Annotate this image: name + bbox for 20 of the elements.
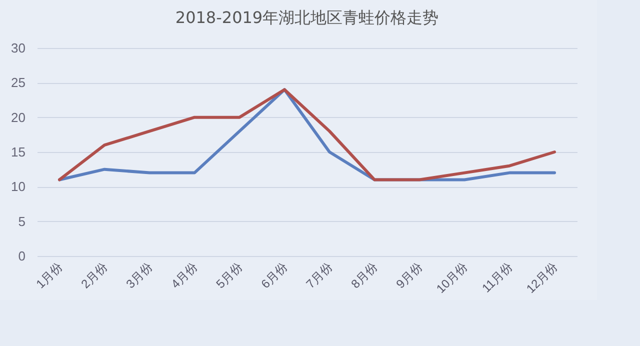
y-tick-label: 0 — [18, 248, 26, 264]
y-tick-label: 30 — [11, 40, 26, 56]
y-tick-label: 10 — [11, 179, 26, 194]
chart-title: 2018-2019年湖北地区青蛙价格走势 — [175, 8, 439, 27]
y-tick-label: 5 — [18, 214, 26, 229]
x-tick-label: 2月份 — [78, 260, 110, 292]
x-tick-label: 1月份 — [33, 260, 65, 292]
x-tick-label: 11月份 — [479, 260, 515, 296]
x-tick-label: 6月份 — [258, 260, 290, 292]
x-tick-label: 3月份 — [123, 260, 155, 292]
y-tick-label: 20 — [11, 110, 26, 125]
x-tick-label: 4月份 — [168, 260, 200, 292]
y-tick-label: 15 — [11, 144, 26, 160]
x-tick-label: 8月份 — [348, 260, 380, 292]
x-tick-label: 12月份 — [524, 260, 560, 296]
y-tick-label: 25 — [11, 75, 26, 90]
x-tick-label: 10月份 — [434, 260, 470, 296]
x-tick-label: 5月份 — [213, 260, 245, 292]
x-tick-label: 7月份 — [303, 260, 335, 292]
x-tick-label: 9月份 — [393, 260, 425, 292]
